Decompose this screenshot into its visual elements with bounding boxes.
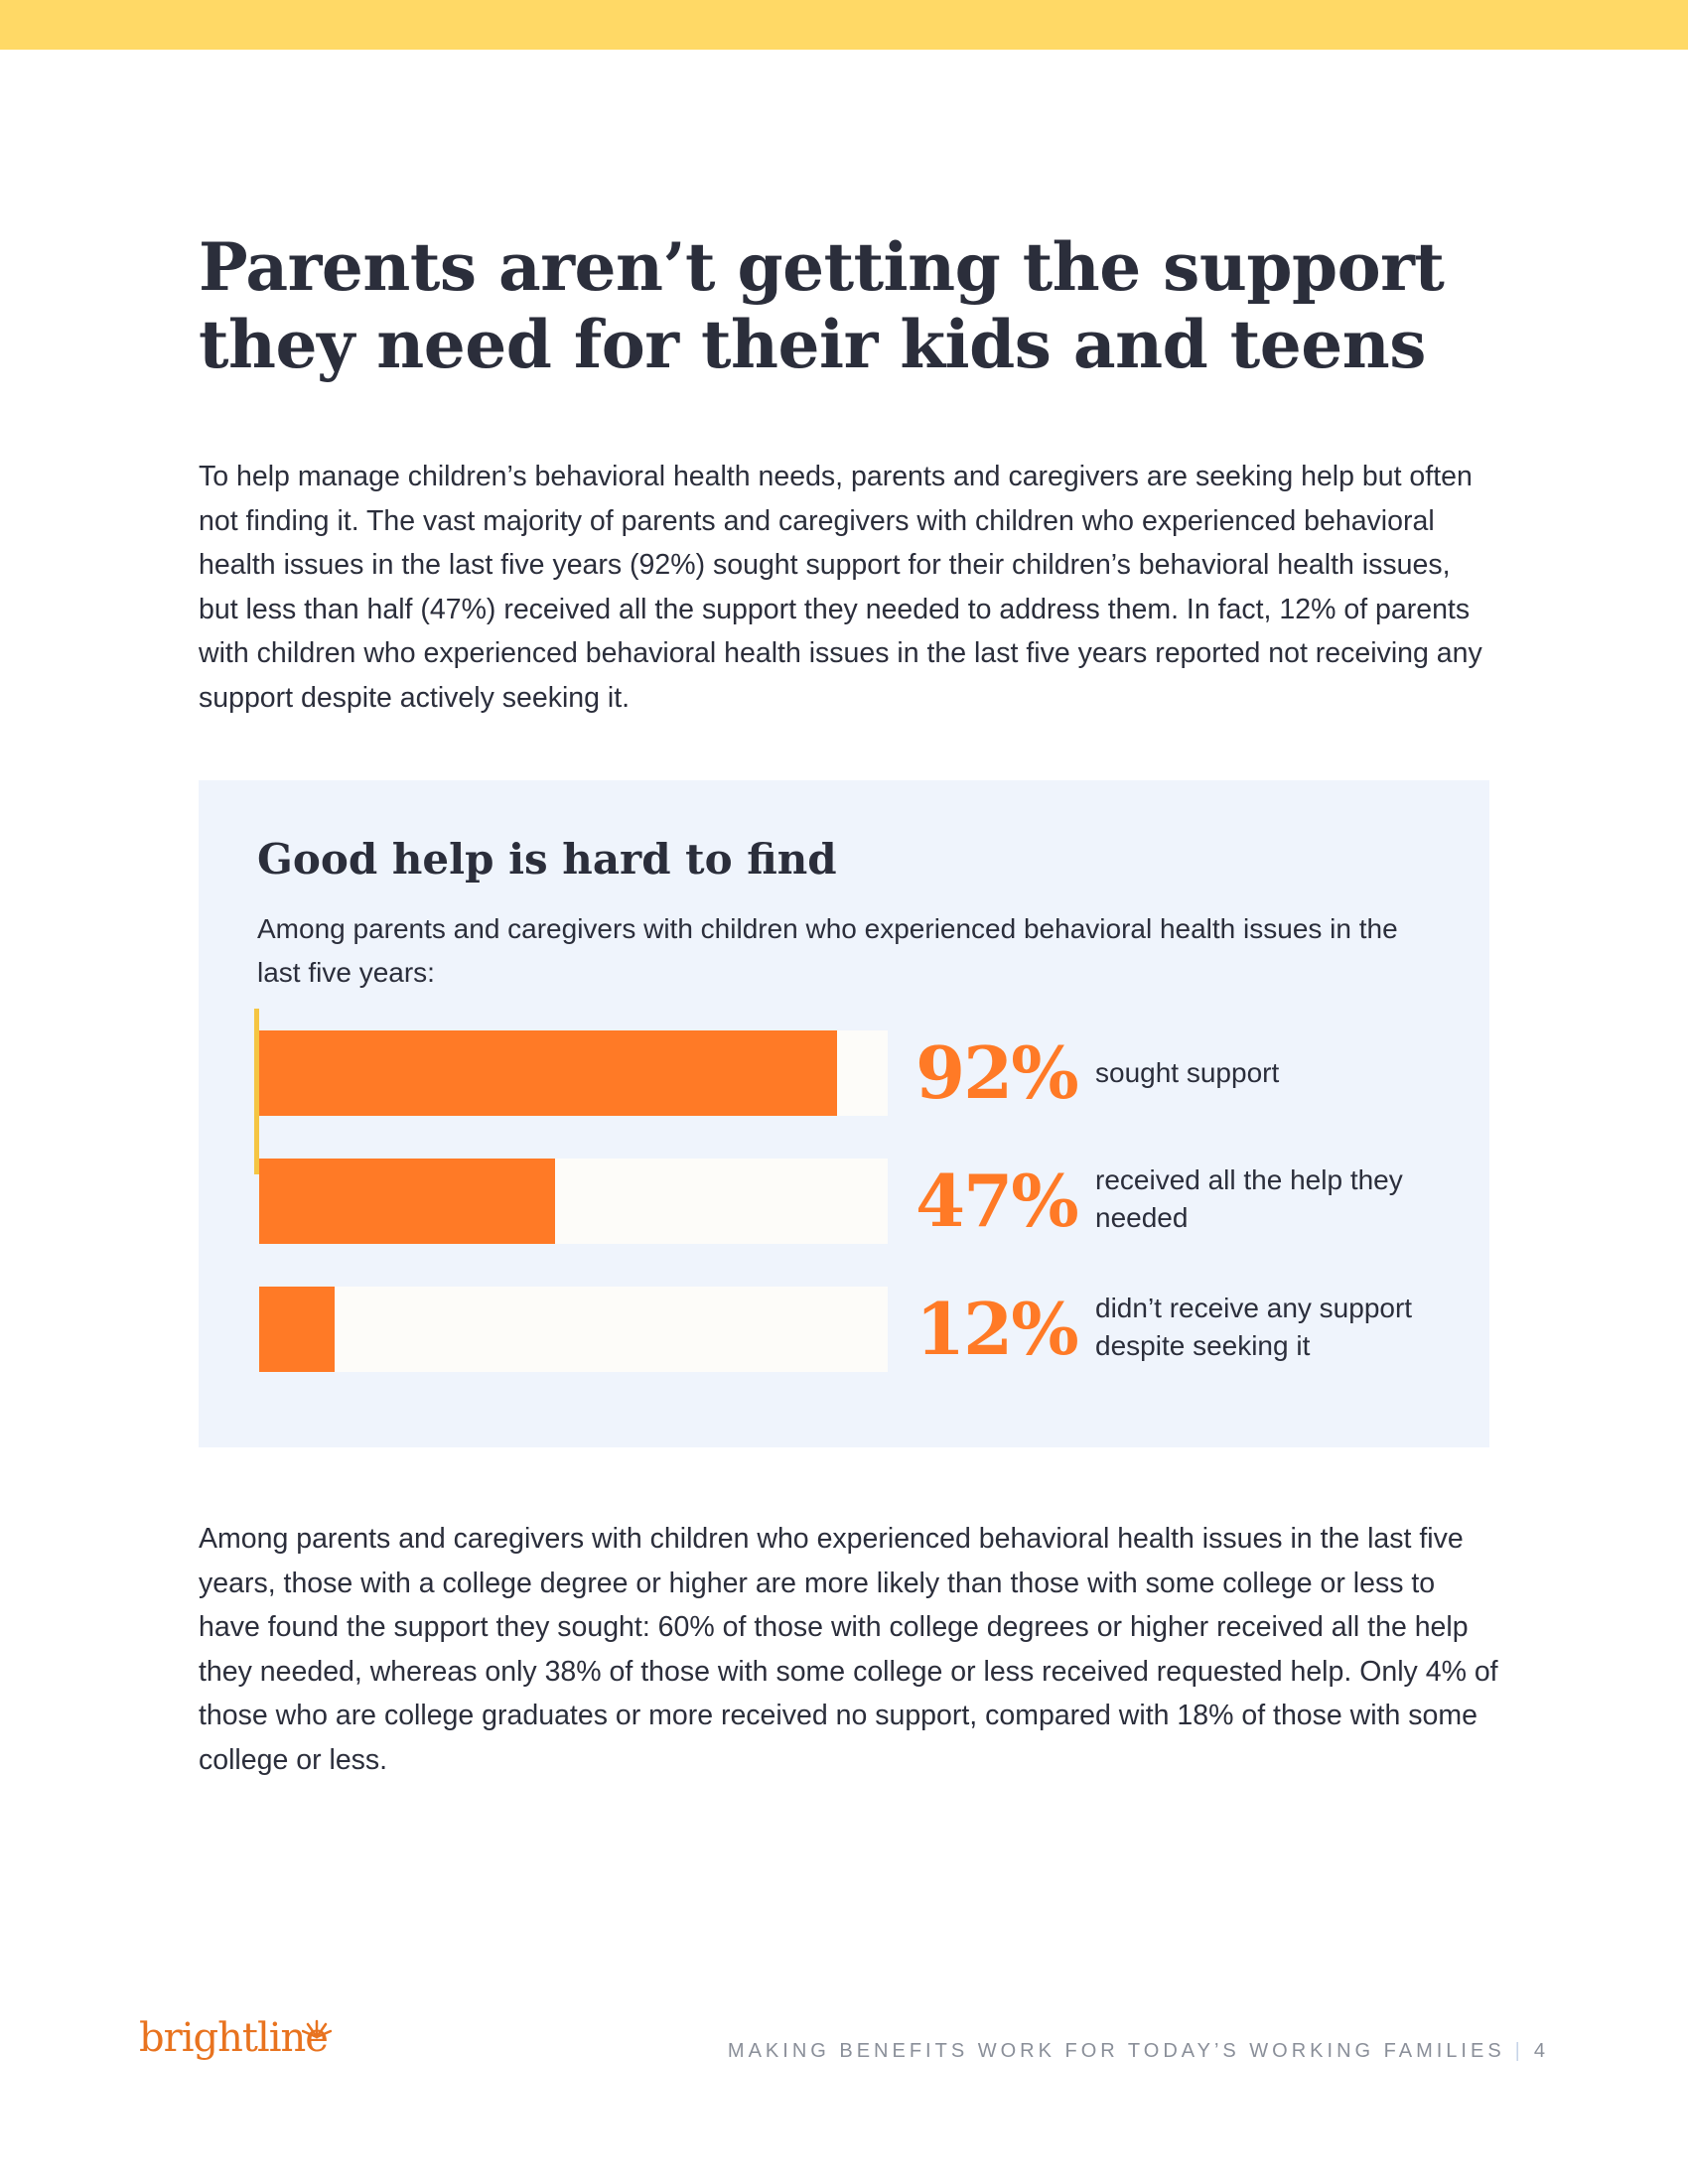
page-number: 4 [1533, 2040, 1549, 2062]
page-title-line-2: they need for their kids and teens [199, 306, 1426, 383]
intro-paragraph: To help manage children’s behavioral hea… [199, 461, 1482, 714]
bar-fill [259, 1287, 335, 1372]
page-title: Parents aren’t getting the support they … [199, 228, 1489, 383]
footer-tagline: MAKING BENEFITS WORK FOR TODAY’S WORKING… [728, 2040, 1549, 2063]
top-accent-bar [0, 0, 1688, 50]
bar-category-label: didn’t receive any support despite seeki… [1095, 1293, 1413, 1361]
footer-tagline-text: MAKING BENEFITS WORK FOR TODAY’S WORKING… [727, 2040, 1505, 2062]
bar-category-label: sought support [1095, 1057, 1280, 1088]
bar-category-label: received all the help they needed [1095, 1164, 1403, 1233]
brightline-logo: brightline [139, 2015, 332, 2075]
chart-subtitle: Among parents and caregivers with childr… [257, 913, 1398, 988]
chart-axis-line [254, 1009, 259, 1174]
bar-value-label: 12% [915, 1287, 1079, 1371]
bar-track [259, 1030, 888, 1116]
bar-fill [259, 1159, 555, 1244]
chart-panel: Good help is hard to find Among parents … [199, 780, 1489, 1447]
bar-value-label: 92% [915, 1030, 1079, 1115]
sun-rays-icon [302, 2019, 332, 2039]
footer-separator: | [1514, 2040, 1524, 2062]
bar-value-label: 47% [915, 1159, 1079, 1243]
logo-wordmark: brightline [139, 2015, 329, 2061]
bar-fill [259, 1030, 838, 1116]
page-title-line-1: Parents aren’t getting the support [199, 228, 1445, 306]
chart-title: Good help is hard to find [257, 835, 837, 884]
bar-track [259, 1287, 888, 1372]
bar-track [259, 1159, 888, 1244]
body-paragraph: Among parents and caregivers with childr… [199, 1523, 1498, 1776]
